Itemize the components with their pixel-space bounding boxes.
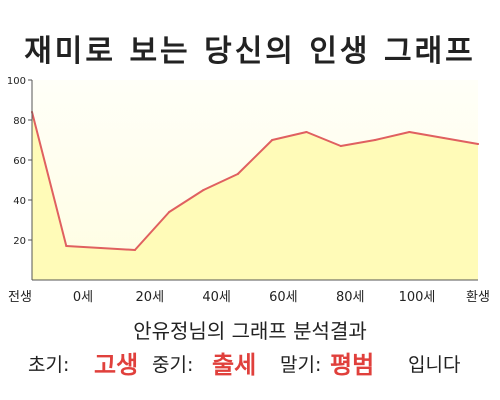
data-point (305, 131, 308, 133)
series-line-segment (236, 139, 274, 175)
series-line-segment (202, 173, 239, 191)
data-point (168, 211, 171, 213)
x-tick-label: 40세 (202, 290, 231, 305)
series-line-segment (133, 211, 171, 251)
series-area (32, 112, 478, 280)
x-tick-label: 100세 (399, 290, 436, 305)
data-point (271, 139, 274, 141)
y-tick-label: 40 (13, 196, 26, 207)
data-point (408, 131, 411, 133)
series-line-segment (31, 111, 68, 247)
x-tick-label: 20세 (136, 290, 165, 305)
series-line-segment (99, 247, 136, 251)
data-point (65, 245, 68, 247)
data-point (202, 189, 205, 191)
analysis-result-title: 안유정님의 그래프 분석결과 (133, 319, 367, 343)
y-tick-label: 100 (7, 76, 26, 87)
data-point (339, 145, 342, 147)
x-tick-label: 0세 (73, 290, 93, 305)
y-tick-label: 20 (13, 236, 26, 247)
series-line-segment (442, 137, 479, 145)
x-tick-label: 환생 (466, 290, 490, 305)
data-point (374, 139, 377, 141)
mid-value: 출세 (212, 351, 257, 379)
early-value: 고생 (94, 351, 139, 379)
series-line-segment (305, 131, 342, 147)
series-line-segment (408, 131, 445, 139)
series-line-segment (65, 245, 102, 249)
data-point (99, 247, 102, 249)
series-line-segment (374, 131, 411, 141)
late-value: 평범 (330, 351, 375, 379)
series-line-segment (168, 189, 205, 213)
data-point (133, 249, 136, 251)
late-label: 말기: (280, 354, 322, 376)
data-point (442, 137, 445, 139)
x-tick-label: 전생 (8, 290, 32, 305)
x-tick-label: 80세 (336, 290, 365, 305)
data-point (477, 143, 479, 145)
ending-text: 입니다 (408, 354, 461, 376)
early-label: 초기: (28, 354, 70, 376)
mid-label: 중기: (152, 354, 194, 376)
x-tick-label: 60세 (269, 290, 298, 305)
analysis-summary: 초기: 고생 중기: 출세 말기: 평범 입니다 (28, 350, 488, 380)
series-line-segment (339, 139, 377, 147)
series-line-segment (271, 131, 308, 141)
data-point (236, 173, 239, 175)
y-tick-label: 80 (13, 116, 26, 127)
chart-title: 재미로 보는 당신의 인생 그래프 (24, 34, 476, 69)
y-tick-label: 60 (13, 156, 26, 167)
